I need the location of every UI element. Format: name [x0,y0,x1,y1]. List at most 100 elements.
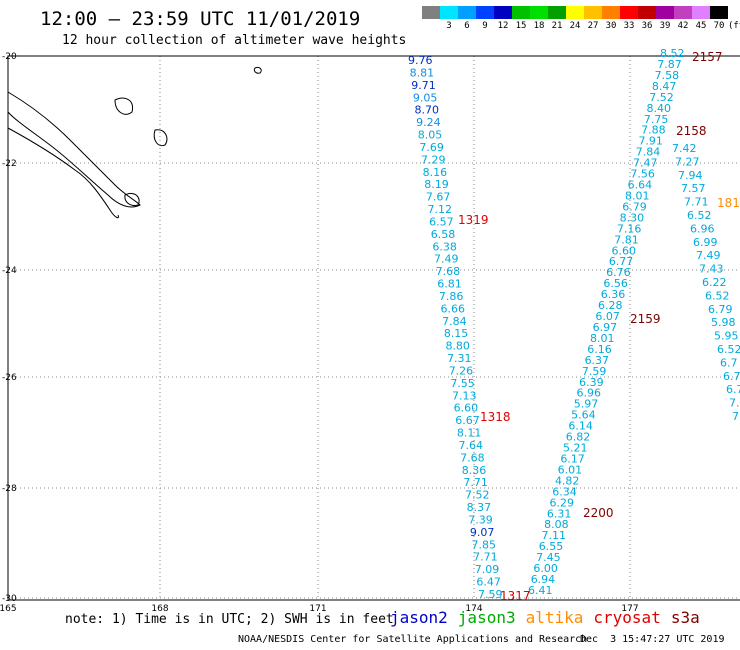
wave-height-value: 8.37 [467,501,492,514]
wave-height-value: 6.07 [595,310,620,323]
wave-height-value: 7.55 [450,377,475,390]
wave-height-value: 6.77 [609,255,634,268]
satellite-jason2: jason2 [390,608,448,627]
wave-height-value: 7.49 [696,249,721,262]
wave-height-value: 8.15 [444,327,469,340]
wave-height-value: 7. [732,410,740,423]
legend-label: 36 [641,21,653,31]
legend-swatch [440,6,458,19]
lon-label: 171 [309,604,326,614]
legend-label: 15 [515,21,527,31]
wave-height-value: 6.22 [702,276,727,289]
wave-height-value: 8.40 [647,102,672,115]
legend-swatch [458,6,476,19]
wave-height-value: 6.52 [705,289,730,302]
coastline-island-a [114,97,134,115]
wave-height-value: 8.80 [445,340,470,353]
legend-swatch [710,6,728,19]
wave-height-value: 6.96 [690,222,715,235]
legend-label: 9 [482,21,488,31]
wave-height-value: 7.09 [475,563,500,576]
footer-updated: Dec 3 15:47:27 UTC 2019 [580,634,725,645]
wave-height-value: 7.59 [478,588,503,601]
wave-height-value: 5.98 [711,316,736,329]
pass-time-label: 181 [717,196,740,210]
wave-height-value: 8.47 [652,80,677,93]
wave-height-value: 6.60 [454,402,479,415]
wave-height-value: 7.94 [678,169,703,182]
chart-subtitle: 12 hour collection of altimeter wave hei… [62,33,407,48]
legend-swatch [422,6,440,19]
wave-height-value: 7.12 [428,203,453,216]
wave-height-value: 6.29 [550,496,575,509]
legend-swatch [566,6,584,19]
wave-height-value: 7.67 [426,191,451,204]
wave-height-value: 7.87 [657,58,682,71]
footer-note: note: 1) Time is in UTC; 2) SWH is in fe… [65,612,394,627]
wave-height-value: 8.36 [462,464,487,477]
wave-height-value: 7.42 [672,142,697,155]
pass-time-label: 1319 [458,213,489,227]
lat-label: -20 [2,52,17,62]
wave-height-value: 6.79 [622,200,647,213]
wave-height-value: 6.55 [539,540,564,553]
wave-height-value: 6.37 [585,354,610,367]
lon-label: 168 [151,604,168,614]
wave-height-value: 6.79 [708,303,733,316]
wave-height-value: 6.7 [726,383,740,396]
wave-height-value: 6.52 [717,343,740,356]
legend-swatch [656,6,674,19]
wave-height-value: 7.69 [419,141,444,154]
wave-height-value: 8.19 [424,178,449,191]
lon-label: 177 [621,604,638,614]
wave-height-value: 6.81 [437,278,462,291]
legend-swatch [692,6,710,19]
wave-height-tracks: 9.768.819.719.058.709.248.057.697.298.16… [408,47,740,601]
legend-swatch [620,6,638,19]
wave-height-value: 6.56 [603,277,628,290]
wave-height-value: 6.00 [533,562,558,575]
wave-height-value: 6.7 [720,356,738,369]
wave-height-value: 7.85 [471,538,496,551]
wave-height-value: 4.82 [555,474,580,487]
coastline-new-caledonia-2 [7,127,119,219]
wave-height-value: 6.01 [558,463,583,476]
wave-height-value: 6.94 [531,573,556,586]
lat-label: -22 [2,159,17,169]
wave-height-value: 7.88 [641,124,666,137]
wave-height-value: 6.39 [579,376,604,389]
wave-height-value: 9.24 [416,116,441,129]
pass-time-label: 1317 [500,589,531,603]
wave-height-value: 6.7 [723,370,740,383]
wave-height-value: 7.86 [439,290,464,303]
legend-swatch [602,6,620,19]
wave-height-value: 8.01 [625,189,650,202]
wave-height-value: 7.13 [452,389,477,402]
wave-height-value: 6.36 [601,288,626,301]
legend-label: 70 [713,21,725,31]
legend-label: 27 [587,21,599,31]
wave-height-value: 7.16 [617,222,642,235]
wave-height-value: 7.27 [675,155,700,168]
wave-height-value: 7.81 [614,233,639,246]
wave-height-value: 8.70 [415,104,440,117]
wave-height-value: 7.68 [460,451,485,464]
legend-label: 33 [623,21,635,31]
legend-label: 30 [605,21,617,31]
wave-height-value: 7.52 [649,91,674,104]
wave-height-value: 5.21 [563,442,588,455]
lat-label: -26 [2,373,17,383]
legend-label: 6 [464,21,470,31]
color-legend [422,6,728,19]
wave-height-value: 7.64 [458,439,483,452]
wave-height-value: 8.01 [590,332,615,345]
wave-height-value: 7.84 [636,146,661,159]
lat-label: -24 [2,266,17,276]
legend-label: 18 [533,21,545,31]
wave-height-value: 6.34 [552,485,577,498]
wave-height-value: 6.82 [566,431,591,444]
satellite-altika: altika [525,608,584,627]
coastline-island-c [253,67,262,74]
wave-height-value: 7.31 [447,352,472,365]
wave-height-value: 6.57 [429,215,454,228]
